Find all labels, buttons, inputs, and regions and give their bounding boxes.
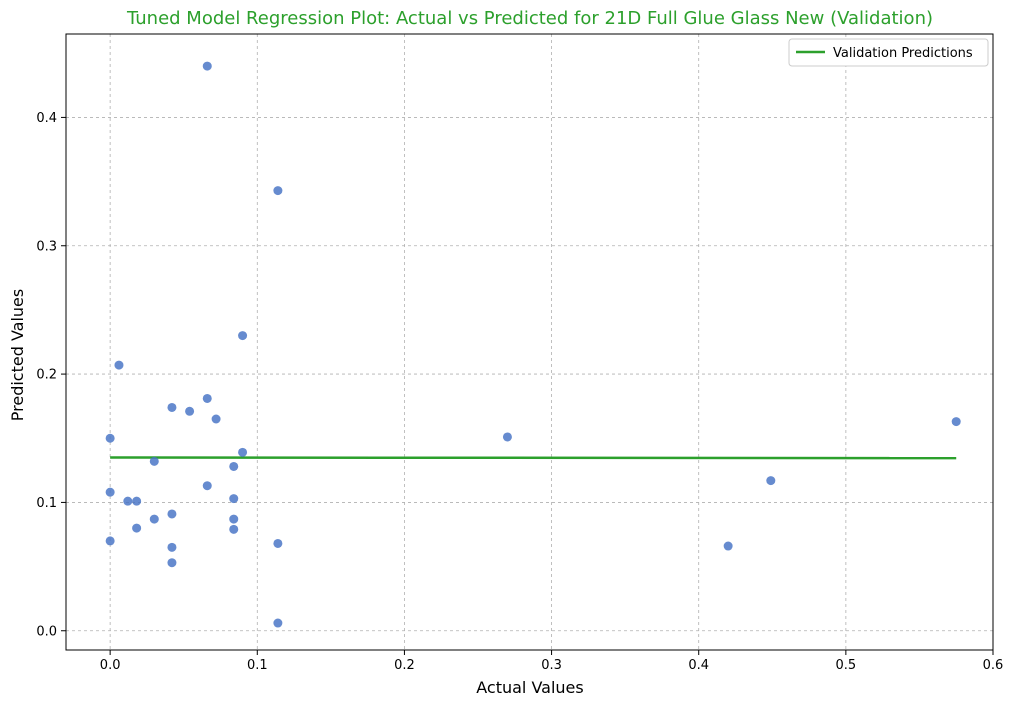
scatter-point [229, 461, 239, 471]
scatter-point [123, 496, 133, 506]
x-tick-label: 0.1 [247, 658, 268, 673]
scatter-point [229, 514, 239, 524]
legend-label-validation-predictions: Validation Predictions [833, 46, 973, 61]
scatter-point [229, 494, 239, 504]
scatter-point [167, 509, 177, 519]
x-axis-label: Actual Values [476, 678, 583, 697]
x-tick-label: 0.3 [541, 658, 562, 673]
x-tick-label: 0.4 [688, 658, 709, 673]
chart-title: Tuned Model Regression Plot: Actual vs P… [126, 8, 933, 29]
scatter-point [149, 456, 159, 466]
y-tick-label: 0.0 [36, 624, 57, 639]
scatter-point [132, 523, 142, 533]
x-tick-label: 0.2 [394, 658, 415, 673]
y-tick-label: 0.4 [36, 111, 57, 126]
scatter-point [951, 417, 961, 427]
scatter-point [766, 476, 776, 486]
scatter-point [114, 360, 124, 370]
regression-line [110, 456, 957, 460]
y-tick-label: 0.1 [36, 496, 57, 511]
legend-box [788, 38, 989, 67]
scatter-point [238, 447, 248, 457]
scatter-point [202, 61, 212, 71]
axes-layer: 0.0 0.1 0.2 0.3 0.4 0.5 0.6 0.0 0.1 0.2 0.3 0.4 [36, 33, 1004, 673]
scatter-point [105, 487, 115, 497]
scatter-point [167, 542, 177, 552]
scatter-point [167, 558, 177, 568]
scatter-point [167, 402, 177, 412]
x-tick-label: 0.0 [100, 658, 121, 673]
y-axis-label: Predicted Values [8, 289, 27, 421]
y-tick-label: 0.2 [36, 368, 57, 383]
scatter-point [502, 432, 512, 442]
plot-frame [65, 33, 994, 651]
scatter-point [202, 481, 212, 491]
scatter-point [132, 496, 142, 506]
legend: Validation Predictions [788, 38, 989, 67]
scatter-point [149, 514, 159, 524]
scatter-point [105, 433, 115, 443]
y-tick-label: 0.3 [36, 239, 57, 254]
x-tick-label: 0.5 [836, 658, 857, 673]
series-line-layer [110, 456, 957, 460]
scatter-point [229, 524, 239, 534]
scatter-point [211, 414, 221, 424]
scatter-point [273, 538, 283, 548]
scatter-point [723, 541, 733, 551]
scatter-points-layer [105, 61, 961, 628]
scatter-point [273, 618, 283, 628]
scatter-point [238, 331, 248, 341]
scatter-point [273, 186, 283, 196]
scatter-point [185, 406, 195, 416]
scatter-point [105, 536, 115, 546]
scatter-point [202, 393, 212, 403]
x-tick-label: 0.6 [983, 658, 1004, 673]
